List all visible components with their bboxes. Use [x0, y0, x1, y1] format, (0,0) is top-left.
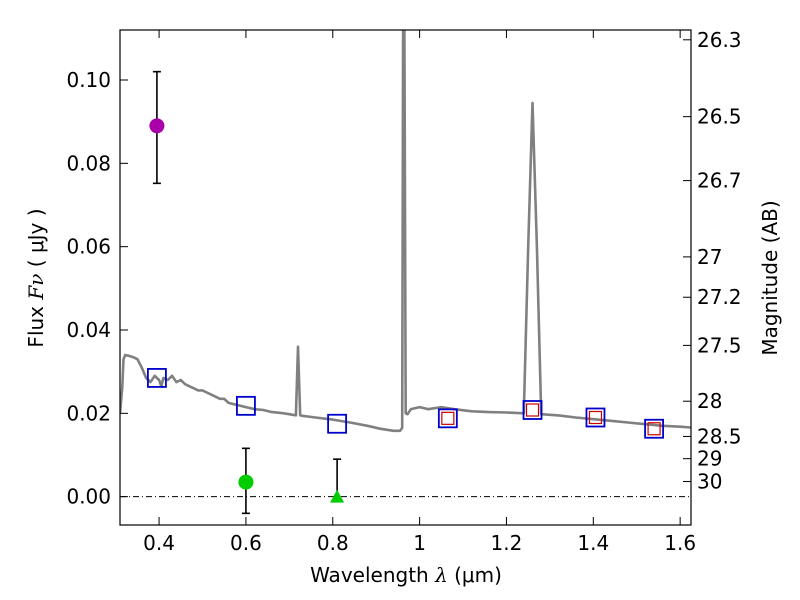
data-point: [149, 118, 165, 134]
y-tick-label: 0.08: [66, 151, 111, 175]
x-tick-label: 1: [413, 531, 426, 555]
magnitude-tick-label: 28: [697, 389, 722, 413]
x-tick-label: 1.4: [577, 531, 609, 555]
magnitude-tick-label: 26.5: [697, 105, 742, 129]
model-square-inner: [588, 410, 603, 425]
magnitude-tick-label: 27: [697, 245, 722, 269]
x-tick-label: 0.4: [143, 531, 175, 555]
model-square: [585, 407, 606, 428]
model-square: [437, 408, 458, 429]
magnitude-tick-label: 28.5: [697, 424, 742, 448]
sed-line: [120, 30, 691, 433]
y-tick-label: 0.02: [66, 401, 111, 425]
x-tick-label: 0.8: [317, 531, 349, 555]
magnitude-tick-label: 30: [697, 470, 722, 494]
model-square: [644, 418, 664, 439]
y-axis-label: Flux Fν ( μJy ): [24, 208, 48, 347]
magnitude-tick-label: 27.2: [697, 285, 742, 309]
axes: 0.4 0.6 0.8 1 1.2 1.4 1.6 0.00 0.02 0.04 0.06 0.08 0…: [66, 28, 741, 555]
magnitude-axis-label: Magnitude (AB): [758, 200, 782, 355]
model-square: [327, 413, 348, 434]
y-tick-label: 0.04: [66, 318, 111, 342]
model-square: [236, 395, 256, 416]
y-tick-label: 0.10: [66, 68, 111, 92]
x-tick-label: 1.2: [491, 531, 523, 555]
data-point: [238, 474, 254, 490]
plot-body: [120, 30, 691, 515]
model-square-inner: [647, 422, 661, 436]
model-square-inner: [525, 403, 540, 417]
model-square: [147, 368, 167, 388]
plot-frame: [119, 29, 692, 526]
magnitude-tick-label: 29: [697, 447, 722, 471]
plot-area: [120, 30, 691, 515]
y-tick-label: 0.06: [66, 235, 111, 259]
x-axis-label: Wavelength λ (μm): [310, 563, 502, 587]
x-tick-label: 1.6: [664, 531, 696, 555]
upper-limit-marker: [330, 489, 345, 503]
model-square-inner: [441, 411, 455, 425]
magnitude-tick-label: 27.5: [697, 333, 742, 357]
y-tick-label: 0.00: [66, 485, 111, 509]
magnitude-tick-label: 26.7: [697, 169, 742, 193]
x-tick-label: 0.6: [230, 531, 262, 555]
magnitude-tick-label: 26.3: [697, 28, 742, 52]
model-square: [522, 400, 543, 420]
